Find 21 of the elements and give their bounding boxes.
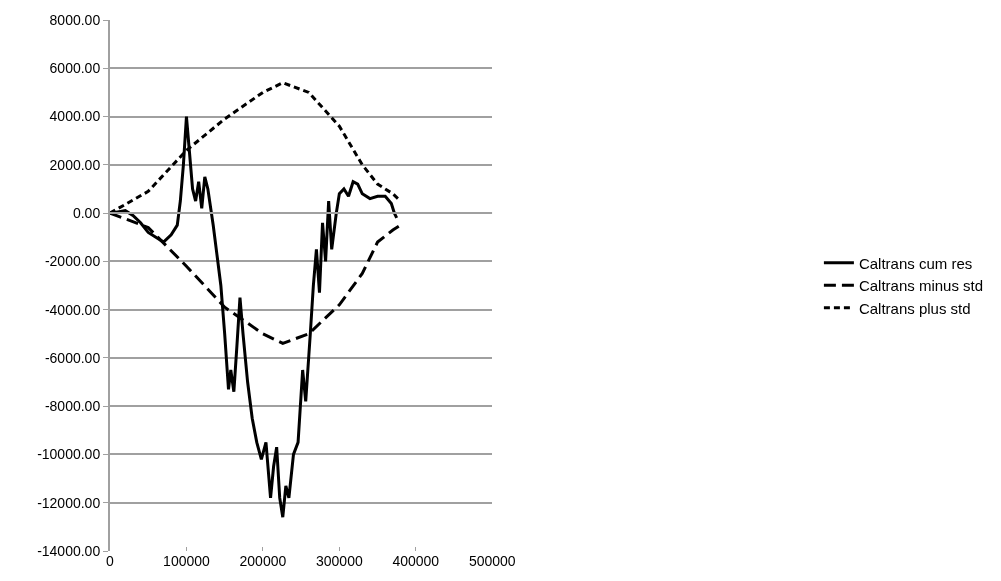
- y-tick-label: -12000.00: [37, 494, 101, 511]
- x-tick-label: 500000: [468, 553, 516, 569]
- y-tick-label: 6000.00: [49, 60, 101, 77]
- y-tick-label: -8000.00: [44, 398, 101, 415]
- y-tick-label: 0.00: [72, 204, 101, 221]
- legend-label: Caltrans plus std: [858, 299, 971, 317]
- y-tick-label: -2000.00: [44, 253, 101, 270]
- legend-label: Caltrans minus std: [858, 277, 984, 295]
- x-tick-label: 400000: [392, 553, 440, 569]
- y-tick-label: 2000.00: [49, 156, 101, 173]
- y-tick-label: -4000.00: [44, 301, 101, 318]
- legend-label: Caltrans cum res: [858, 254, 973, 272]
- x-tick-label: 300000: [315, 553, 363, 569]
- y-tick-label: -6000.00: [44, 349, 101, 366]
- y-tick-label: -14000.00: [37, 542, 101, 559]
- x-tick-label: 200000: [239, 553, 287, 569]
- x-tick-label: 100000: [163, 553, 211, 569]
- y-tick-label: -10000.00: [37, 446, 101, 463]
- y-tick-label: 4000.00: [49, 108, 101, 125]
- x-tick-label: 0: [106, 553, 115, 569]
- y-tick-label: 8000.00: [49, 11, 101, 28]
